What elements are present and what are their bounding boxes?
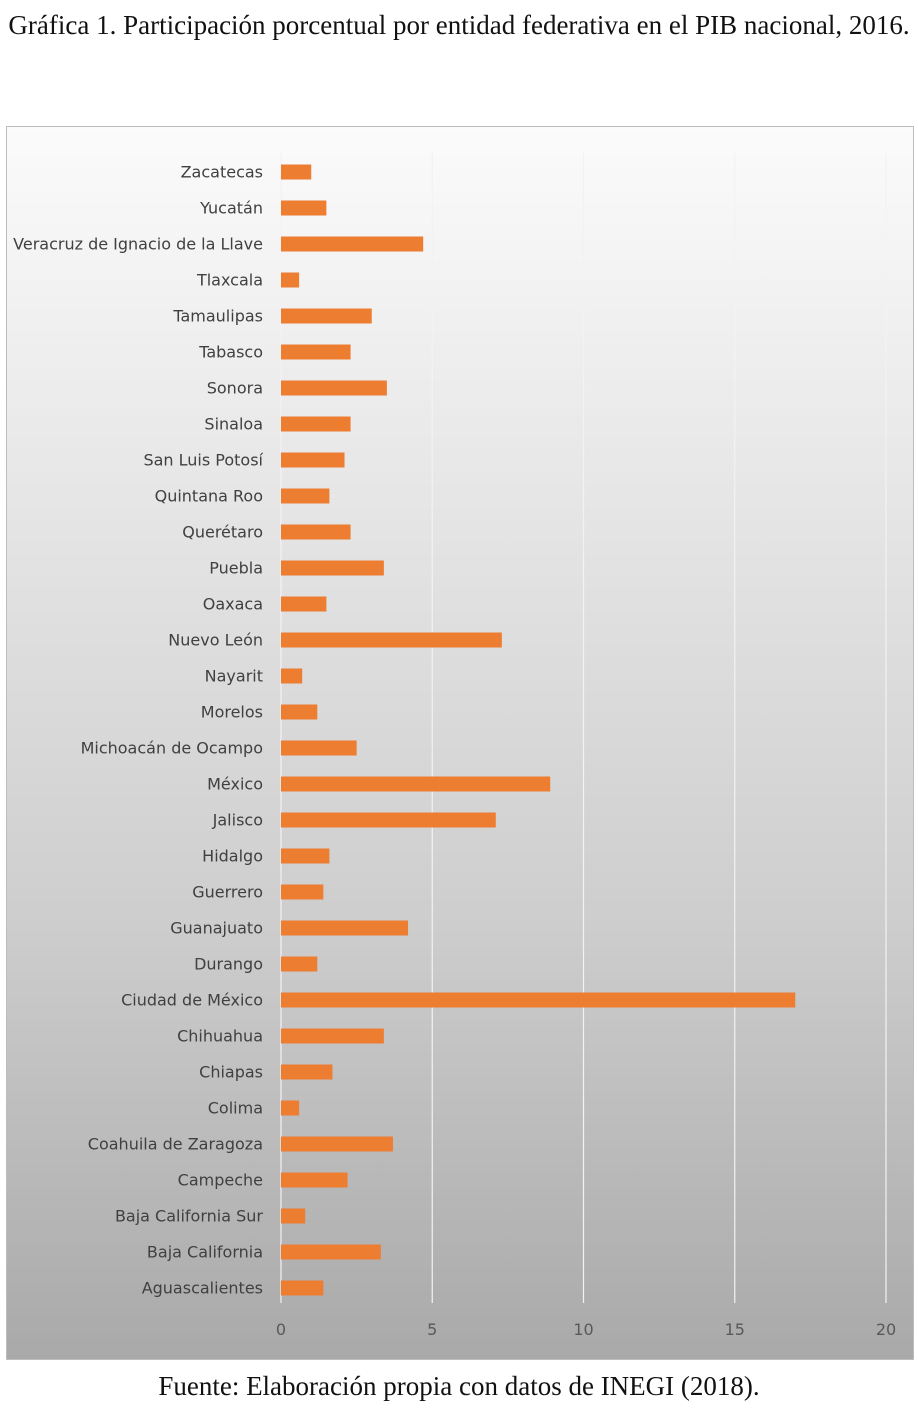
bar — [281, 1064, 333, 1080]
bar — [281, 740, 357, 756]
bar — [281, 992, 796, 1008]
bar — [281, 632, 502, 648]
bar — [281, 1208, 306, 1224]
category-label: Ciudad de México — [121, 991, 263, 1010]
category-label: Veracruz de Ignacio de la Llave — [13, 235, 263, 254]
x-tick-label: 0 — [276, 1320, 286, 1339]
source-note: Fuente: Elaboración propia con datos de … — [158, 1371, 760, 1401]
bar — [281, 452, 345, 468]
bar — [281, 668, 303, 684]
category-label: Michoacán de Ocampo — [81, 739, 263, 758]
bar — [281, 1100, 300, 1116]
bar — [281, 200, 327, 216]
category-label: Jalisco — [212, 811, 263, 830]
bar — [281, 524, 351, 540]
bar — [281, 1136, 393, 1152]
x-tick-label: 15 — [725, 1320, 745, 1339]
category-label: Baja California — [147, 1243, 263, 1262]
category-label: Yucatán — [199, 199, 263, 218]
chart-area: 0 5 10 15 20 Zacatecas Yucatán Veracruz de Igna… — [6, 126, 914, 1360]
category-label: Querétaro — [182, 523, 263, 542]
category-label: Baja California Sur — [115, 1207, 263, 1226]
category-label: Nuevo León — [168, 631, 263, 650]
bar — [281, 380, 387, 396]
category-label: Campeche — [178, 1171, 263, 1190]
bar — [281, 560, 384, 576]
bar — [281, 596, 327, 612]
category-label: Puebla — [209, 559, 263, 578]
bar — [281, 416, 351, 432]
bar — [281, 1172, 348, 1188]
chart-title: Gráfica 1. Participación porcentual por … — [8, 10, 910, 40]
bar — [281, 236, 424, 252]
bar — [281, 164, 312, 180]
bar — [281, 308, 372, 324]
bar — [281, 704, 318, 720]
bar — [281, 1028, 384, 1044]
bar — [281, 1244, 381, 1260]
category-label: Quintana Roo — [155, 487, 263, 506]
category-label: Guanajuato — [170, 919, 263, 938]
category-label: Tabasco — [198, 343, 263, 362]
category-label: México — [207, 775, 263, 794]
bar — [281, 848, 330, 864]
bar-chart: 0 5 10 15 20 Zacatecas Yucatán Veracruz de Igna… — [13, 153, 896, 1339]
x-tick-label: 10 — [573, 1320, 593, 1339]
category-label: Sonora — [207, 379, 263, 398]
bar — [281, 776, 551, 792]
bar — [281, 344, 351, 360]
category-label: Hidalgo — [202, 847, 263, 866]
category-label: Chihuahua — [177, 1027, 263, 1046]
category-label: Guerrero — [192, 883, 263, 902]
bar — [281, 272, 300, 288]
bar — [281, 884, 324, 900]
x-tick-label: 20 — [876, 1320, 896, 1339]
category-label: Aguascalientes — [142, 1279, 263, 1298]
category-label: Nayarit — [205, 667, 263, 686]
category-label: Tlaxcala — [196, 271, 263, 290]
bar — [281, 1280, 324, 1296]
x-tick-label: 5 — [427, 1320, 437, 1339]
category-label: Colima — [208, 1099, 263, 1118]
category-label: Oaxaca — [203, 595, 263, 614]
bar — [281, 956, 318, 972]
bar — [281, 488, 330, 504]
category-label: San Luis Potosí — [143, 451, 263, 470]
bar — [281, 812, 496, 828]
category-label: Morelos — [201, 703, 263, 722]
bar — [281, 920, 409, 936]
category-label: Tamaulipas — [172, 307, 263, 326]
category-label: Sinaloa — [204, 415, 263, 434]
category-label: Zacatecas — [181, 163, 263, 182]
category-label: Chiapas — [199, 1063, 263, 1082]
category-label: Coahuila de Zaragoza — [88, 1135, 263, 1154]
category-label: Durango — [194, 955, 263, 974]
